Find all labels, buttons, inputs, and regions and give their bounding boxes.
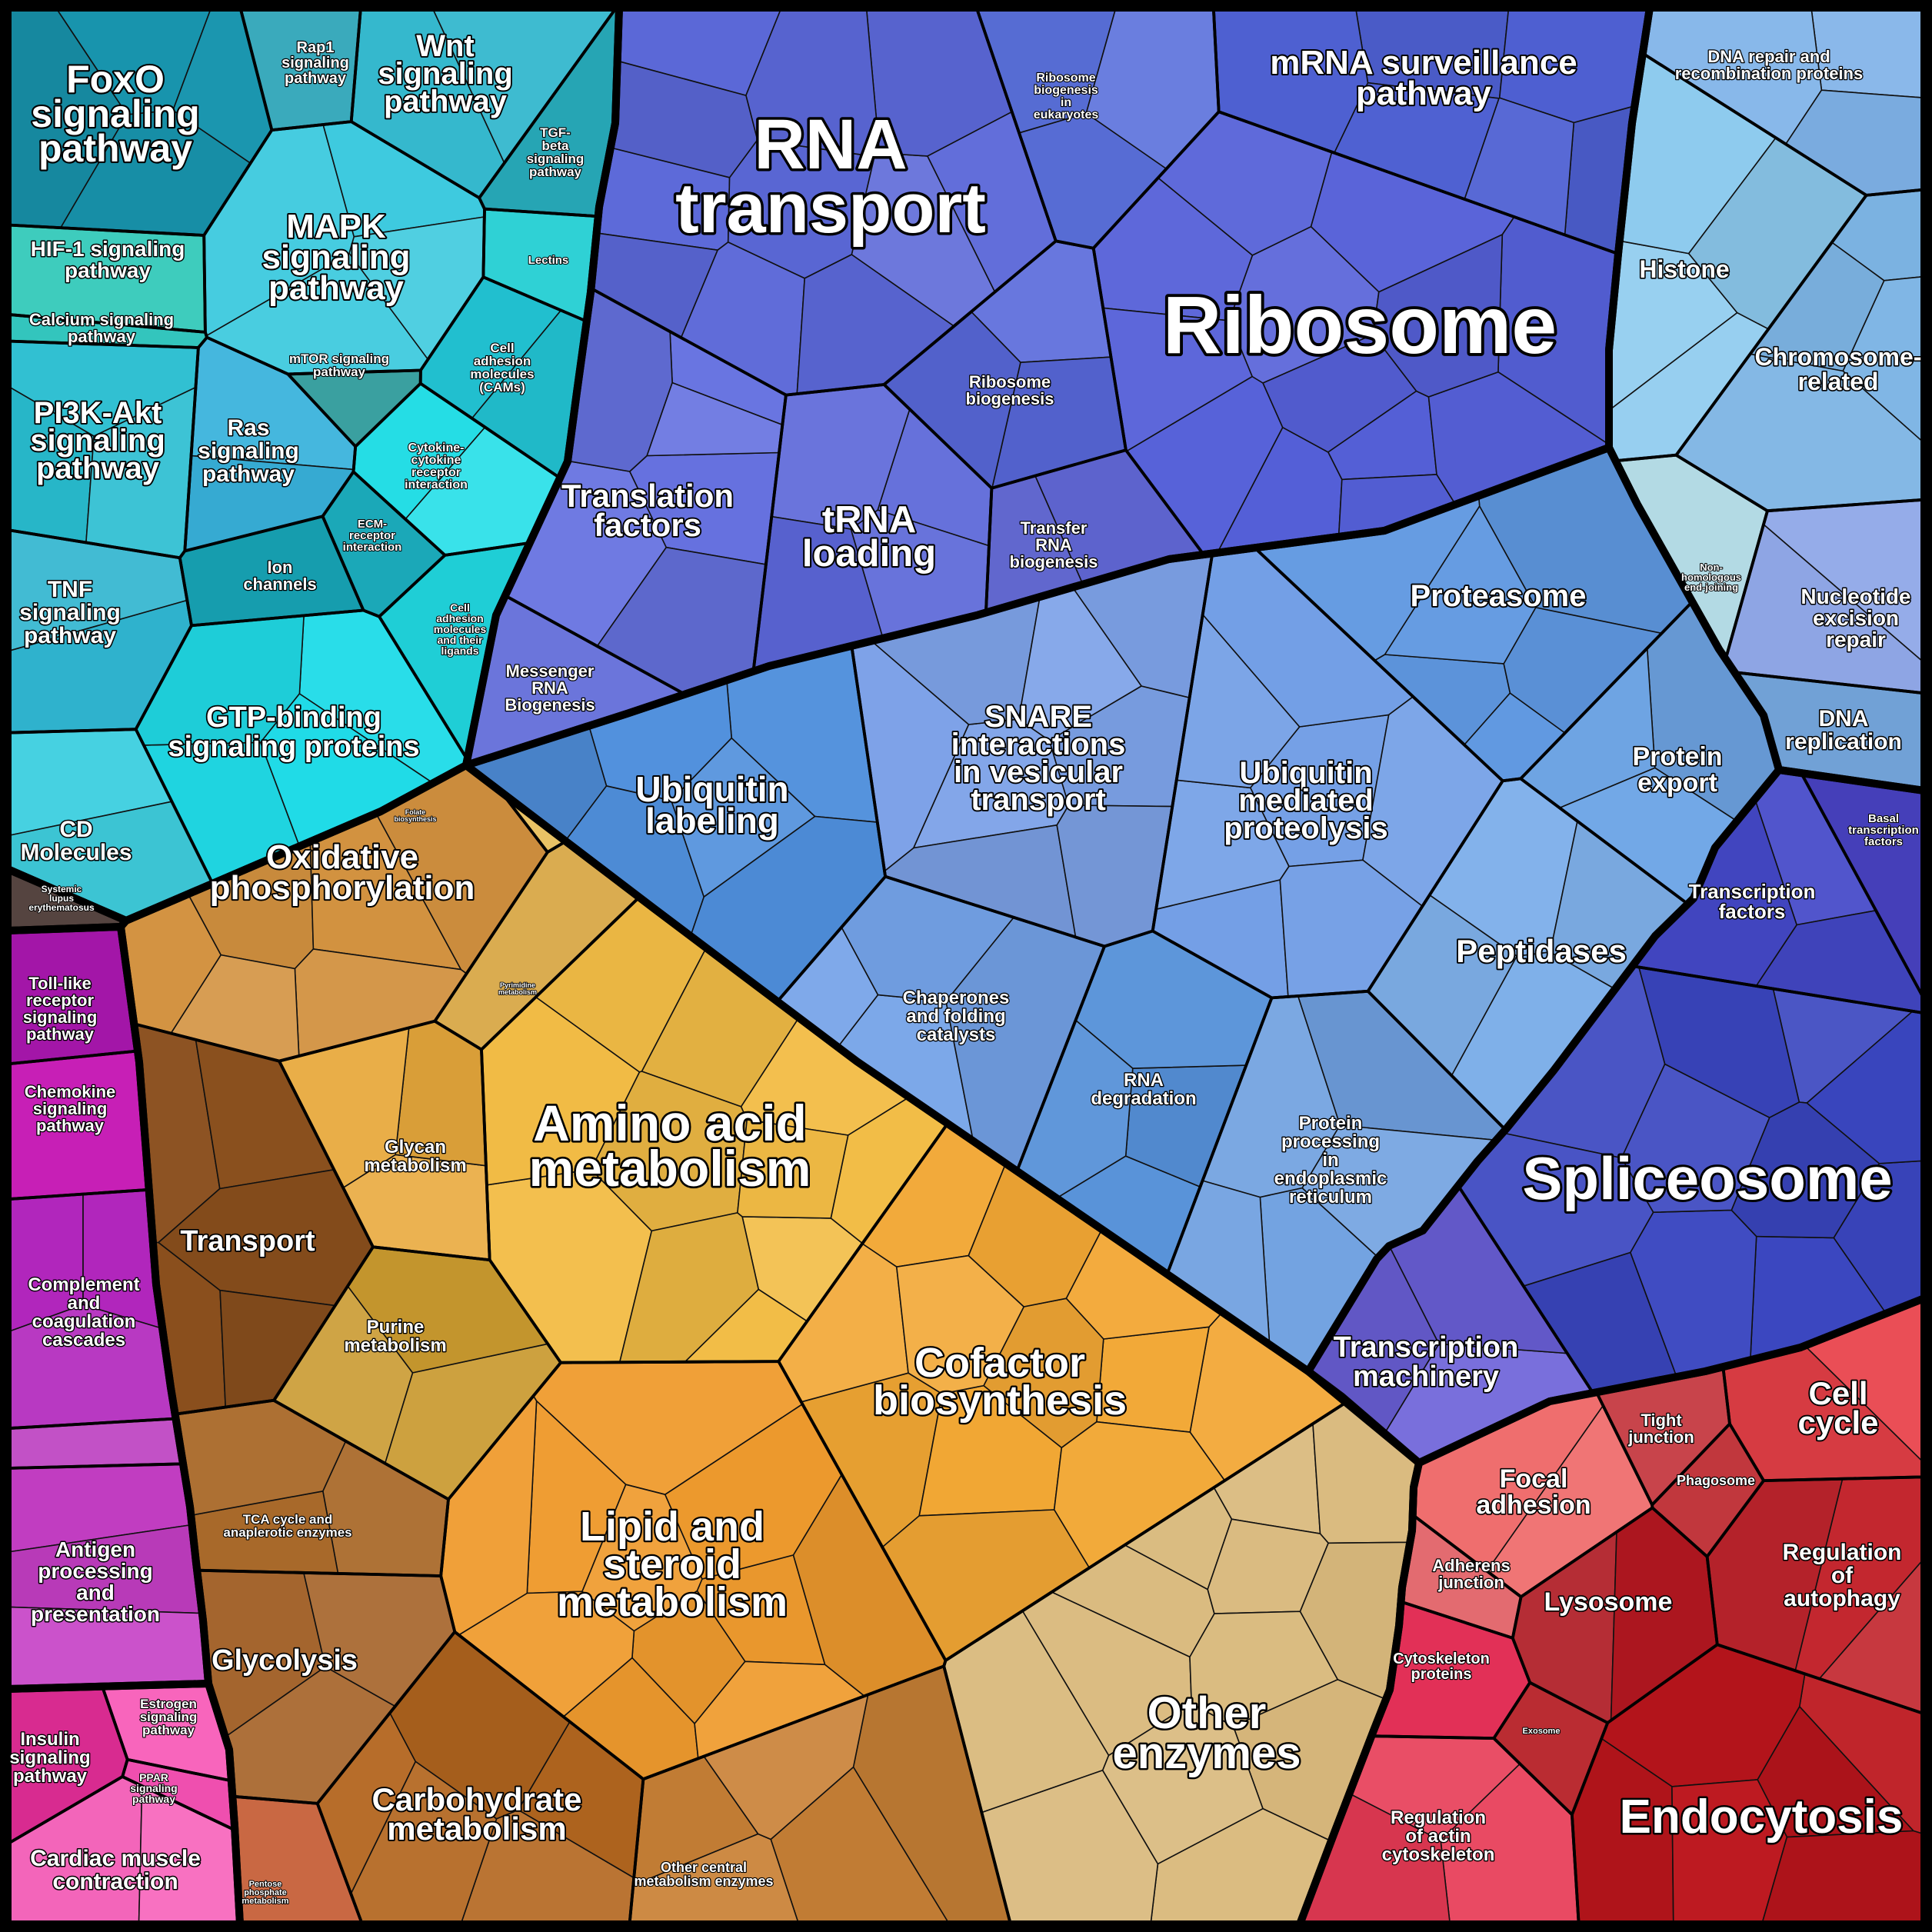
svg-text:Endocytosis: Endocytosis: [1620, 1790, 1904, 1844]
svg-text:Glycolysis: Glycolysis: [212, 1644, 358, 1677]
svg-text:Exosome: Exosome: [1523, 1727, 1561, 1736]
svg-text:Transport: Transport: [180, 1225, 315, 1257]
svg-text:Proteasome: Proteasome: [1411, 579, 1587, 613]
svg-text:Spliceosome: Spliceosome: [1522, 1144, 1892, 1212]
svg-text:Lysosome: Lysosome: [1544, 1587, 1673, 1617]
svg-text:Chromosome-related: Chromosome-related: [1755, 343, 1922, 395]
svg-text:Histone: Histone: [1639, 255, 1729, 283]
svg-text:Ribosome: Ribosome: [1163, 280, 1557, 371]
svg-text:Phagosome: Phagosome: [1677, 1473, 1755, 1488]
svg-text:Peptidases: Peptidases: [1456, 933, 1627, 969]
svg-text:Lectins: Lectins: [528, 254, 569, 267]
